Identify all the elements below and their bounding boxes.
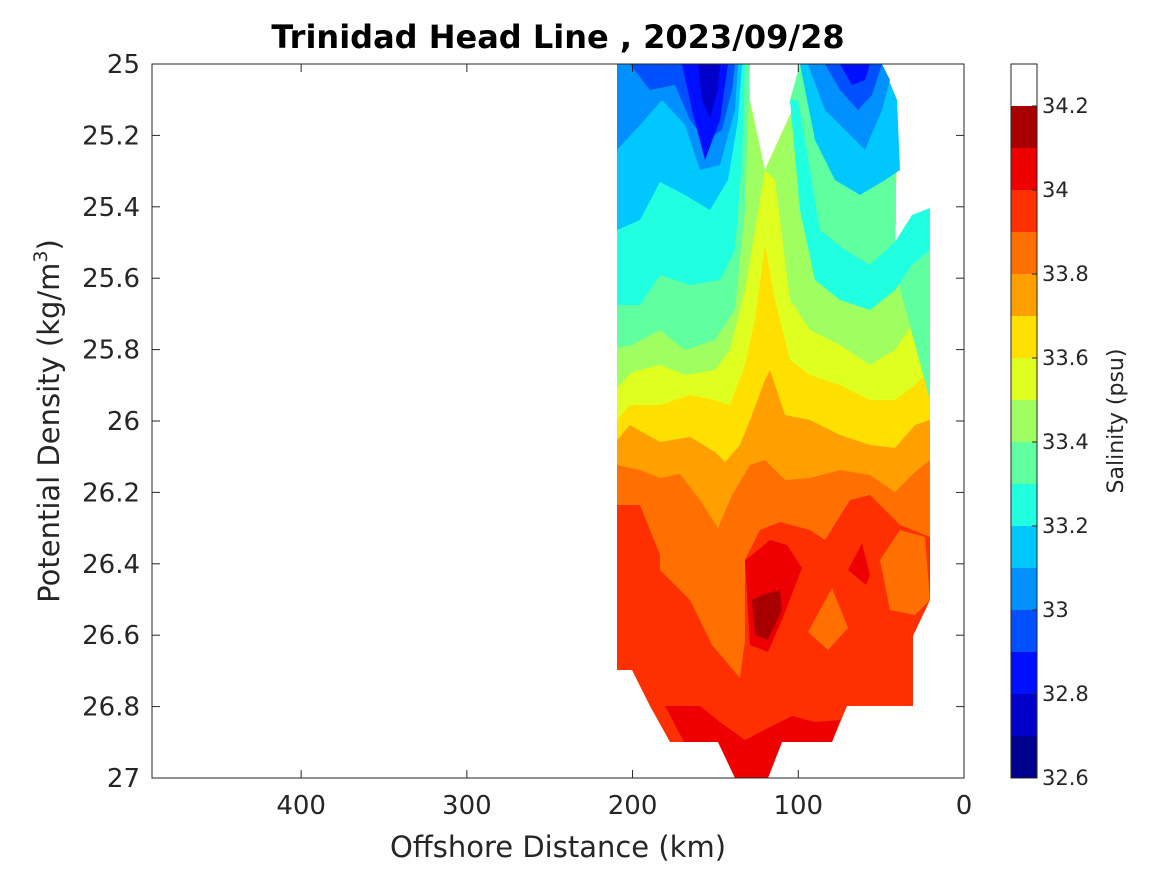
colorbar-tick-label: 32.6 [1042,766,1089,790]
colorbar-tick-label: 33.2 [1042,514,1089,538]
colorbar-swatch [1011,274,1037,316]
colorbar-swatch [1011,400,1037,442]
band-33-9-patch-a [808,588,848,650]
colorbar-swatch [1011,148,1037,190]
colorbar-tick-label: 33.6 [1042,346,1089,370]
colorbar-swatch [1011,610,1037,652]
colorbar-label: Salinity (psu) [1104,349,1129,494]
colorbar-swatch [1011,358,1037,400]
colorbar-tick-label: 33 [1042,598,1069,622]
contour-fill [617,64,930,778]
colorbar-swatch [1011,190,1037,232]
colorbar-tick-label: 33.4 [1042,430,1089,454]
y-axis-label: Potential Density (kg/m3) [30,239,66,603]
colorbar-tick-label: 34 [1042,178,1069,202]
colorbar-swatch [1011,568,1037,610]
y-tick-label: 25.4 [82,193,140,223]
colorbar-swatch [1011,694,1037,736]
colorbar-swatch [1011,442,1037,484]
band-34-1-patch [848,543,870,585]
y-tick-label: 26.8 [82,693,140,723]
x-tick-label: 200 [608,791,658,821]
colorbar-tick-label: 34.2 [1042,94,1089,118]
band-34-1-bottom [665,706,840,778]
colorbar-swatch [1011,316,1037,358]
colorbar-tick-label: 33.8 [1042,262,1089,286]
x-tick-label: 300 [442,791,492,821]
y-tick-label: 26.2 [82,478,140,508]
y-tick-label: 25.2 [82,121,140,151]
y-axis-label-superscript: 3 [30,250,52,262]
colorbar-swatch [1011,652,1037,694]
y-tick-label: 25 [107,50,140,80]
colorbar-swatch [1011,526,1037,568]
y-axis-label-close: ) [32,239,66,250]
y-tick-label: 26.4 [82,550,140,580]
colorbar-ticks: 32.6 32.8 33 33.2 33.4 33.6 33.8 34 34.2 [1032,94,1089,790]
colorbar-swatch [1011,232,1037,274]
y-tick-label: 25.8 [82,336,140,366]
band-34-2-core [752,590,782,640]
y-axis-ticks: 25 25.2 25.4 25.6 25.8 26 26.2 26.4 26.6 26.8 27 [82,50,964,794]
colorbar [1010,63,1038,779]
x-tick-label: 0 [956,791,973,821]
y-tick-label: 26 [107,407,140,437]
no-data-gap [745,64,797,170]
chart-title: Trinidad Head Line , 2023/09/28 [271,18,844,56]
x-axis-ticks: 400 300 200 100 0 [276,64,972,821]
band-33-9-patch-b [880,530,930,615]
colorbar-frame [1010,63,1038,779]
colorbar-swatch [1011,106,1037,148]
y-axis-label-main: Potential Density (kg/m [32,263,66,603]
y-tick-label: 26.6 [82,621,140,651]
x-tick-label: 100 [773,791,823,821]
colorbar-tick-label: 32.8 [1042,682,1089,706]
colorbar-swatch [1011,736,1037,778]
y-tick-label: 25.6 [82,264,140,294]
x-axis-label: Offshore Distance (km) [390,830,726,864]
x-tick-label: 400 [276,791,326,821]
band-32-8 [698,64,720,118]
y-tick-label: 27 [107,764,140,794]
colorbar-swatch [1011,484,1037,526]
